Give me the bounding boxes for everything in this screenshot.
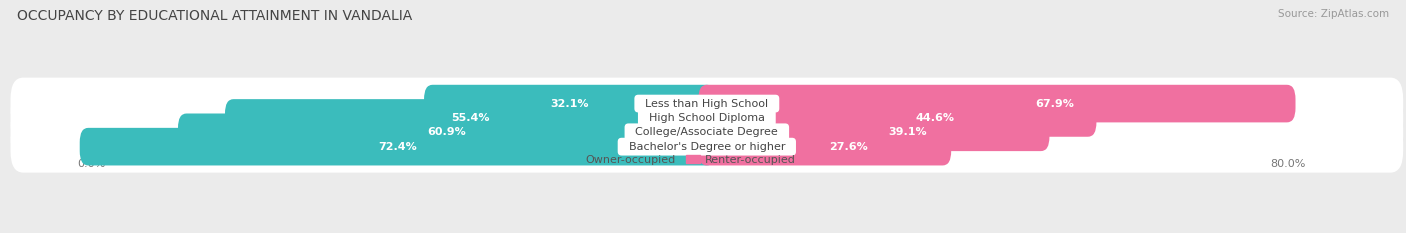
Text: OCCUPANCY BY EDUCATIONAL ATTAINMENT IN VANDALIA: OCCUPANCY BY EDUCATIONAL ATTAINMENT IN V… bbox=[17, 9, 412, 23]
FancyBboxPatch shape bbox=[699, 99, 1097, 137]
Text: 60.9%: 60.9% bbox=[427, 127, 465, 137]
Text: College/Associate Degree: College/Associate Degree bbox=[628, 127, 785, 137]
Text: 32.1%: 32.1% bbox=[551, 99, 589, 109]
Text: 27.6%: 27.6% bbox=[830, 142, 868, 152]
FancyBboxPatch shape bbox=[425, 85, 716, 122]
FancyBboxPatch shape bbox=[10, 92, 1403, 144]
FancyBboxPatch shape bbox=[699, 113, 1049, 151]
Text: 44.6%: 44.6% bbox=[915, 113, 955, 123]
FancyBboxPatch shape bbox=[225, 99, 716, 137]
Text: 55.4%: 55.4% bbox=[451, 113, 489, 123]
Text: 67.9%: 67.9% bbox=[1035, 99, 1074, 109]
Text: High School Diploma: High School Diploma bbox=[641, 113, 772, 123]
FancyBboxPatch shape bbox=[699, 85, 1295, 122]
Legend: Owner-occupied, Renter-occupied: Owner-occupied, Renter-occupied bbox=[567, 155, 796, 165]
FancyBboxPatch shape bbox=[10, 106, 1403, 158]
Text: Source: ZipAtlas.com: Source: ZipAtlas.com bbox=[1278, 9, 1389, 19]
FancyBboxPatch shape bbox=[179, 113, 716, 151]
Text: Less than High School: Less than High School bbox=[638, 99, 775, 109]
FancyBboxPatch shape bbox=[699, 128, 952, 165]
Text: Bachelor's Degree or higher: Bachelor's Degree or higher bbox=[621, 142, 792, 152]
FancyBboxPatch shape bbox=[80, 128, 716, 165]
FancyBboxPatch shape bbox=[10, 78, 1403, 130]
Text: 72.4%: 72.4% bbox=[378, 142, 418, 152]
FancyBboxPatch shape bbox=[10, 121, 1403, 173]
Text: 39.1%: 39.1% bbox=[889, 127, 927, 137]
